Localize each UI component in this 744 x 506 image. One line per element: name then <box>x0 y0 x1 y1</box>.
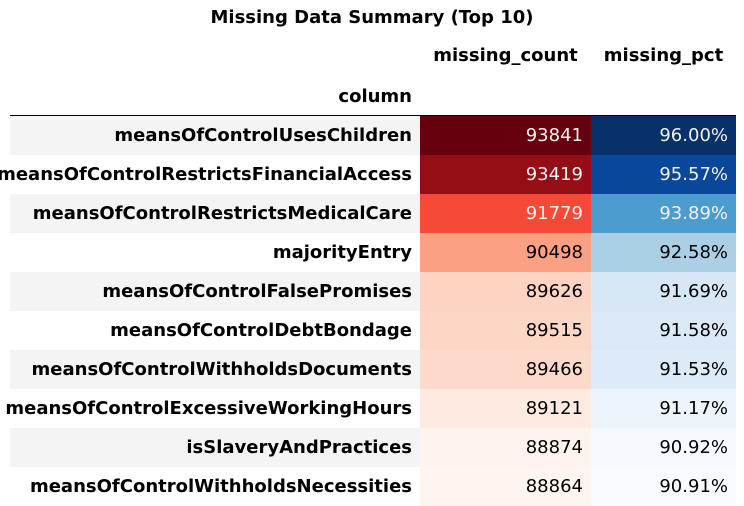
table-row: meansOfControlRestrictsMedicalCare 91779 9… <box>0 194 744 233</box>
table-row: meansOfControlWithholdsDocuments 89466 91.… <box>0 350 744 389</box>
row-band <box>10 116 420 155</box>
table-row: majorityEntry 90498 92.58% <box>0 233 744 272</box>
row-label: meansOfControlRestrictsFinancialAccess <box>0 164 412 185</box>
row-label: meansOfControlExcessiveWorkingHours <box>5 398 412 419</box>
missing-count-cell: 89626 <box>420 272 591 311</box>
row-label: meansOfControlUsesChildren <box>114 125 412 146</box>
missing-pct-cell: 92.58% <box>591 233 736 272</box>
missing-pct-cell: 91.17% <box>591 389 736 428</box>
row-label: majorityEntry <box>272 242 412 263</box>
missing-pct-cell: 95.57% <box>591 155 736 194</box>
table-row: meansOfControlRestrictsFinancialAccess 93… <box>0 155 744 194</box>
missing-count-cell: 89466 <box>420 350 591 389</box>
missing-pct-cell: 90.92% <box>591 428 736 467</box>
table-row: isSlaveryAndPractices 88874 90.92% <box>0 428 744 467</box>
row-label: meansOfControlDebtBondage <box>110 320 412 341</box>
missing-pct-cell: 96.00% <box>591 116 736 155</box>
row-band <box>10 272 420 311</box>
row-label: meansOfControlWithholdsNecessities <box>29 476 412 497</box>
missing-count-cell: 89515 <box>420 311 591 350</box>
missing-count-cell: 93841 <box>420 116 591 155</box>
row-label: meansOfControlRestrictsMedicalCare <box>32 203 412 224</box>
table-row: meansOfControlFalsePromises 89626 91.69% <box>0 272 744 311</box>
row-band <box>10 350 420 389</box>
missing-pct-cell: 91.58% <box>591 311 736 350</box>
missing-count-cell: 88864 <box>420 467 591 506</box>
table-row: meansOfControlDebtBondage 89515 91.58% <box>0 311 744 350</box>
missing-pct-cell: 91.53% <box>591 350 736 389</box>
missing-count-cell: 91779 <box>420 194 591 233</box>
chart-title: Missing Data Summary (Top 10) <box>210 7 534 28</box>
missing-count-cell: 89121 <box>420 389 591 428</box>
table-row: meansOfControlWithholdsNecessities 88864 9… <box>0 467 744 506</box>
row-label: isSlaveryAndPractices <box>186 437 412 458</box>
missing-count-cell: 93419 <box>420 155 591 194</box>
table-row: meansOfControlUsesChildren 93841 96.00% <box>0 116 744 155</box>
missing-pct-cell: 90.91% <box>591 467 736 506</box>
index-name-label: column <box>338 86 412 107</box>
missing-pct-cell: 93.89% <box>591 194 736 233</box>
row-label: meansOfControlWithholdsDocuments <box>31 359 412 380</box>
row-band <box>10 194 420 233</box>
missing-count-cell: 90498 <box>420 233 591 272</box>
missing-count-cell: 88874 <box>420 428 591 467</box>
row-band <box>10 428 420 467</box>
column-header-missing-pct: missing_pct <box>603 45 724 66</box>
row-label: meansOfControlFalsePromises <box>102 281 412 302</box>
missing-pct-cell: 91.69% <box>591 272 736 311</box>
table-row: meansOfControlExcessiveWorkingHours 89121… <box>0 389 744 428</box>
column-header-missing-count: missing_count <box>433 45 578 66</box>
